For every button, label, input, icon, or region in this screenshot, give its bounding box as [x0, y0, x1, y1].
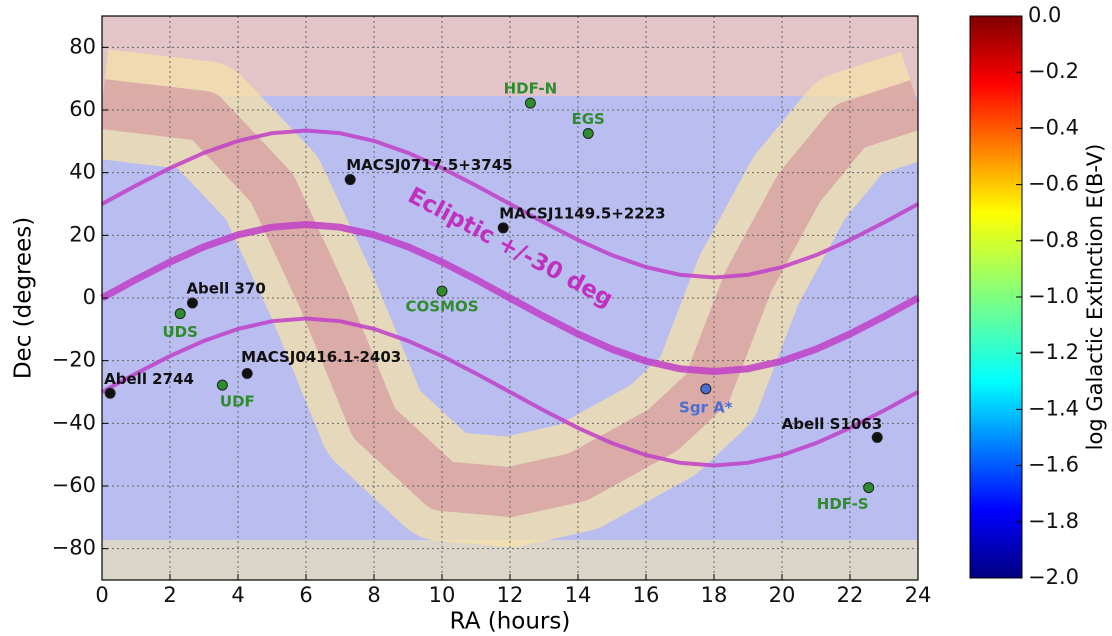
target-label: HDF-S	[817, 495, 869, 513]
y-tick-label: −80	[52, 536, 96, 560]
target-label: HDF-N	[504, 80, 558, 98]
target-point	[175, 309, 185, 319]
target-label: MACSJ1149.5+2223	[499, 204, 665, 222]
target-label: MACSJ0717.5+3745	[346, 156, 512, 174]
x-tick-label: 24	[905, 583, 932, 607]
x-tick-label: 18	[701, 583, 728, 607]
colorbar-tick-label: −2.0	[1028, 565, 1079, 589]
target-point	[242, 369, 252, 379]
colorbar-tick-label: −1.8	[1028, 509, 1079, 533]
target-label: UDS	[162, 323, 197, 341]
colorbar-tick-label: −1.2	[1028, 340, 1079, 364]
target-point	[583, 129, 593, 139]
chart: HDF-N EGS MACSJ0717.5+3745 MACSJ1149.5+2223…	[0, 0, 1112, 636]
y-tick-label: −40	[52, 410, 96, 434]
y-tick-label: 80	[69, 34, 96, 58]
colorbar-label: log Galactic Extinction E(B-V)	[1083, 144, 1107, 451]
target-label: MACSJ0416.1-2403	[241, 348, 401, 366]
x-tick-label: 10	[429, 583, 456, 607]
target-point	[217, 380, 227, 390]
colorbar-tick-label: −1.6	[1028, 453, 1079, 477]
colorbar-tick-label: −1.4	[1028, 396, 1079, 420]
y-tick-label: 20	[69, 222, 96, 246]
y-axis-label: Dec (degrees)	[11, 217, 37, 379]
target-label: Abell S1063	[782, 415, 883, 433]
target-label: UDF	[220, 393, 255, 411]
target-point	[187, 298, 197, 308]
y-tick-label: −20	[52, 348, 96, 372]
x-tick-label: 14	[565, 583, 592, 607]
x-tick-label: 20	[769, 583, 796, 607]
y-tick-label: 0	[83, 285, 96, 309]
target-label: COSMOS	[405, 298, 478, 316]
y-tick-label: 60	[69, 97, 96, 121]
target-point	[105, 388, 115, 398]
colorbar-tick-label: −0.2	[1028, 59, 1079, 83]
target-label: Abell 370	[186, 280, 265, 298]
target-point	[701, 384, 711, 394]
colorbar-tick-label: −1.0	[1028, 284, 1079, 308]
target-label: Sgr A*	[679, 398, 733, 416]
y-tick-label: 40	[69, 160, 96, 184]
target-point	[345, 175, 355, 185]
target-point	[437, 286, 447, 296]
y-tick-label: −60	[52, 473, 96, 497]
x-tick-label: 0	[95, 583, 108, 607]
colorbar-tick-label: −0.6	[1028, 172, 1079, 196]
colorbar-tick-label: 0.0	[1028, 3, 1061, 27]
target-point	[525, 98, 535, 108]
colorbar	[970, 16, 1022, 578]
x-tick-label: 22	[837, 583, 864, 607]
x-tick-label: 12	[497, 583, 524, 607]
x-axis-label: RA (hours)	[450, 609, 571, 635]
x-tick-label: 6	[299, 583, 312, 607]
colorbar-tick-label: −0.8	[1028, 228, 1079, 252]
target-point	[864, 483, 874, 493]
x-tick-label: 8	[367, 583, 380, 607]
colorbar-tick-label: −0.4	[1028, 115, 1079, 139]
x-tick-label: 2	[163, 583, 176, 607]
target-label: EGS	[572, 110, 605, 128]
x-tick-label: 4	[231, 583, 244, 607]
target-label: Abell 2744	[104, 370, 194, 388]
target-point	[872, 432, 882, 442]
x-tick-label: 16	[633, 583, 660, 607]
